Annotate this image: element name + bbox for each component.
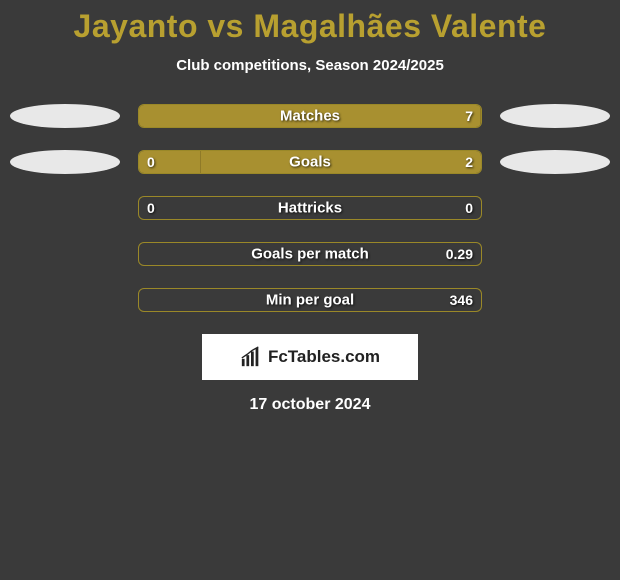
stat-label: Goals per match (251, 246, 369, 263)
logo-box[interactable]: FcTables.com (202, 334, 418, 380)
stat-bar: Min per goal 346 (138, 288, 482, 312)
stat-value-right: 0.29 (446, 246, 473, 262)
logo-text: FcTables.com (268, 347, 380, 367)
page-title: Jayanto vs Magalhães Valente (0, 8, 620, 45)
stat-row: Matches 7 (0, 104, 620, 128)
stat-bar: Goals per match 0.29 (138, 242, 482, 266)
stat-row: Min per goal 346 (0, 288, 620, 312)
stat-value-right: 346 (450, 292, 473, 308)
stat-value-right: 2 (465, 154, 473, 170)
stat-label: Hattricks (278, 200, 342, 217)
stat-row: Goals per match 0.29 (0, 242, 620, 266)
subtitle: Club competitions, Season 2024/2025 (0, 57, 620, 74)
player-left-ellipse (10, 104, 120, 128)
stat-row: 0 Goals 2 (0, 150, 620, 174)
stat-bar: 0 Hattricks 0 (138, 196, 482, 220)
stats-rows: Matches 7 0 Goals 2 0 Hattricks 0 Goals per matc… (0, 104, 620, 312)
comparison-container: Jayanto vs Magalhães Valente Club compet… (0, 0, 620, 414)
barchart-icon (240, 346, 262, 368)
player-left-ellipse (10, 150, 120, 174)
stat-value-left: 0 (147, 154, 155, 170)
stat-label: Matches (280, 108, 340, 125)
stat-value-right: 7 (465, 108, 473, 124)
player-right-ellipse (500, 104, 610, 128)
date-label: 17 october 2024 (0, 396, 620, 414)
stat-bar: Matches 7 (138, 104, 482, 128)
stat-value-left: 0 (147, 200, 155, 216)
stat-bar: 0 Goals 2 (138, 150, 482, 174)
stat-value-right: 0 (465, 200, 473, 216)
stat-label: Min per goal (266, 292, 354, 309)
bar-fill-right (201, 151, 481, 173)
stat-label: Goals (289, 154, 331, 171)
player-right-ellipse (500, 150, 610, 174)
stat-row: 0 Hattricks 0 (0, 196, 620, 220)
